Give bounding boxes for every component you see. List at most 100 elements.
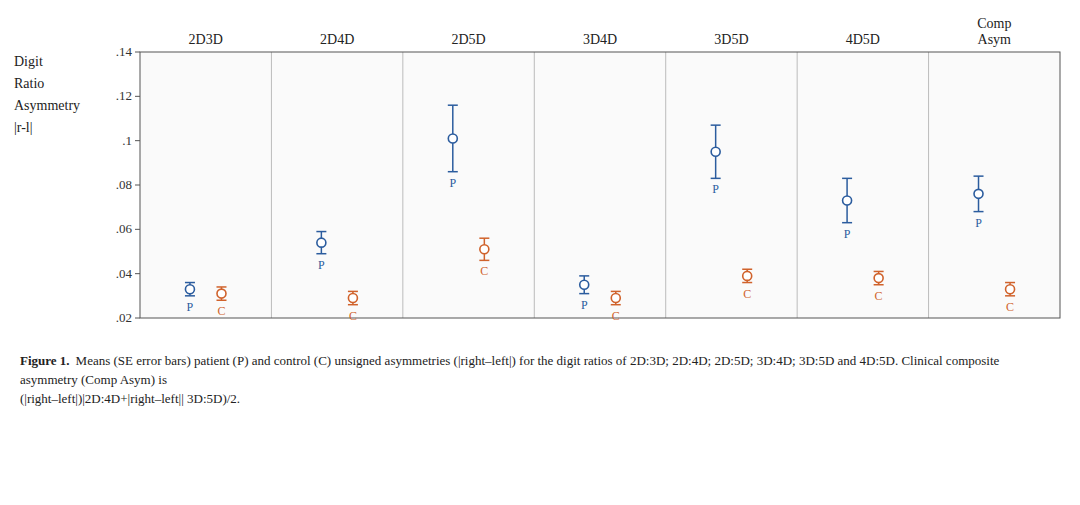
column-separator [928,52,929,318]
plot-background [140,52,1060,318]
error-bar-cap [316,231,326,233]
error-bar [448,105,458,172]
error-bar [711,125,721,178]
error-bar-cap [974,175,984,177]
caption-title: Figure 1. [20,353,70,368]
error-bar-cap [742,282,752,284]
error-bar-cap [842,178,852,180]
point [611,294,620,303]
error-bar [579,276,589,294]
point [185,285,194,294]
caption-box: Figure 1.Means (SE error bars) patient (… [20,352,1060,409]
series-label: C [1006,300,1014,314]
y-tick [135,52,140,53]
error-bar [742,269,752,282]
caption-text: Means (SE error bars) patient (P) and co… [20,353,999,406]
column-header-line: Comp [977,16,1011,31]
column-header: 3D4D [583,32,617,47]
column-header-line: 4D5D [846,32,880,47]
column-separator [665,52,666,318]
y-tick [135,273,140,274]
column-header-line: 2D3D [189,32,223,47]
y-axis-label: Asymmetry [14,98,80,113]
y-tick [135,185,140,186]
y-tick-label: .02 [116,310,132,325]
y-tick-label: .12 [116,88,132,103]
series-label: P [318,258,325,272]
error-bar-cap [874,271,884,273]
series-label: P [844,227,851,241]
series-label: C [743,287,751,301]
error-bar-cap [742,268,752,270]
error-bar-cap [842,222,852,224]
column-header: 3D5D [714,32,748,47]
error-bar-cap [448,104,458,106]
error-bar-cap [611,291,621,293]
column-header: 2D5D [451,32,485,47]
point [480,245,489,254]
point [217,289,226,298]
point [843,196,852,205]
series-label: P [581,298,588,312]
point [1006,285,1015,294]
error-bar-cap [711,178,721,180]
error-bar-cap [1005,282,1015,284]
error-bar-cap [348,291,358,293]
error-bar [348,291,358,304]
series-label: P [712,182,719,196]
error-bar-cap [479,237,489,239]
marks [185,105,1015,305]
error-bar-cap [579,293,589,295]
point [317,238,326,247]
column-separator [402,52,403,318]
point [743,271,752,280]
column-header-line: 3D4D [583,32,617,47]
error-bar-cap [479,260,489,262]
error-bar-cap [974,211,984,213]
point [711,147,720,156]
column-header: 2D4D [320,32,354,47]
column-header: CompAsym [977,16,1011,47]
error-bar [479,238,489,260]
error-bar-cap [579,275,589,277]
column-separator [797,52,798,318]
y-tick [135,140,140,141]
column-header-line: 2D5D [451,32,485,47]
y-tick [135,229,140,230]
series-label: P [187,300,194,314]
series-label: P [449,176,456,190]
error-bar-cap [1005,295,1015,297]
plot-frame [140,52,1060,318]
error-bar-cap [874,284,884,286]
column-header-line: 2D4D [320,32,354,47]
error-bar-cap [348,304,358,306]
error-bar [842,178,852,222]
error-bar [216,287,226,300]
y-axis-label: Digit [14,54,43,69]
column-header-line: Asym [978,32,1012,47]
y-axis-label: Ratio [14,76,44,91]
error-bar [874,271,884,284]
y-tick-label: .1 [122,133,132,148]
y-tick [135,318,140,319]
error-bar [185,283,195,296]
y-tick-label: .06 [116,221,133,236]
column-header: 4D5D [846,32,880,47]
error-bar-cap [216,300,226,302]
column-separator [534,52,535,318]
series-label: C [349,309,357,323]
series-label: C [217,304,225,318]
point [448,134,457,143]
column-header: 2D3D [189,32,223,47]
column-header-line: 3D5D [714,32,748,47]
error-bar [611,291,621,304]
error-bar-cap [185,295,195,297]
y-tick-label: .14 [116,44,133,59]
error-bar-cap [316,253,326,255]
point-labels: PPPPPPPCCCCCCC [187,176,1014,323]
error-bar [316,232,326,254]
point [580,280,589,289]
y-axis-label: |r-l| [14,120,33,135]
error-bar-cap [711,124,721,126]
error-bar-cap [448,171,458,173]
